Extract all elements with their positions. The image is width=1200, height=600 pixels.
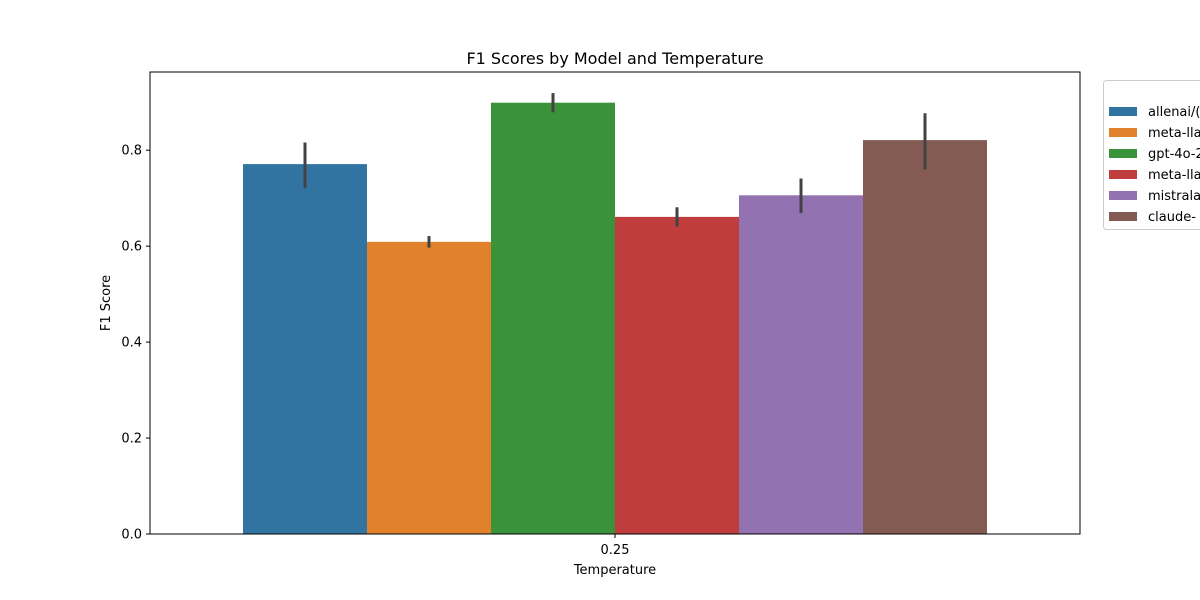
- legend-label: mistrala: [1148, 189, 1200, 204]
- legend: allenai/( meta-lla gpt-4o-2 meta-lla mistral…: [1103, 80, 1200, 230]
- y-tick-label: 0.4: [121, 336, 142, 351]
- legend-label: meta-lla: [1148, 168, 1200, 183]
- y-tick-label: 0.6: [121, 240, 142, 255]
- bar: [863, 140, 987, 534]
- y-tick-label: 0.0: [121, 528, 142, 543]
- legend-swatch: [1109, 149, 1137, 158]
- bar: [739, 195, 863, 535]
- legend-label: allenai/(: [1148, 105, 1200, 120]
- legend-swatch: [1109, 170, 1137, 179]
- y-axis-label: F1 Score: [99, 275, 114, 331]
- bar-group: [243, 102, 987, 535]
- chart-title: F1 Scores by Model and Temperature: [466, 49, 763, 68]
- bar: [367, 241, 491, 534]
- bar: [243, 164, 367, 535]
- legend-label: meta-lla: [1148, 126, 1200, 141]
- legend-swatch: [1109, 107, 1137, 116]
- x-axis: 0.25: [601, 534, 630, 558]
- legend-swatch: [1109, 128, 1137, 137]
- error-bar-group: [303, 93, 927, 248]
- y-tick-label: 0.2: [121, 432, 142, 447]
- bar: [615, 216, 739, 534]
- x-axis-label: Temperature: [573, 563, 656, 578]
- legend-swatch: [1109, 212, 1137, 221]
- y-tick-label: 0.8: [121, 144, 142, 159]
- legend-label: gpt-4o-2: [1148, 147, 1200, 162]
- legend-swatch: [1109, 191, 1137, 200]
- x-tick-label: 0.25: [601, 543, 630, 558]
- legend-label: claude-: [1148, 210, 1196, 225]
- y-axis: 0.0 0.2 0.4 0.6 0.8: [121, 144, 150, 543]
- bar: [491, 102, 615, 534]
